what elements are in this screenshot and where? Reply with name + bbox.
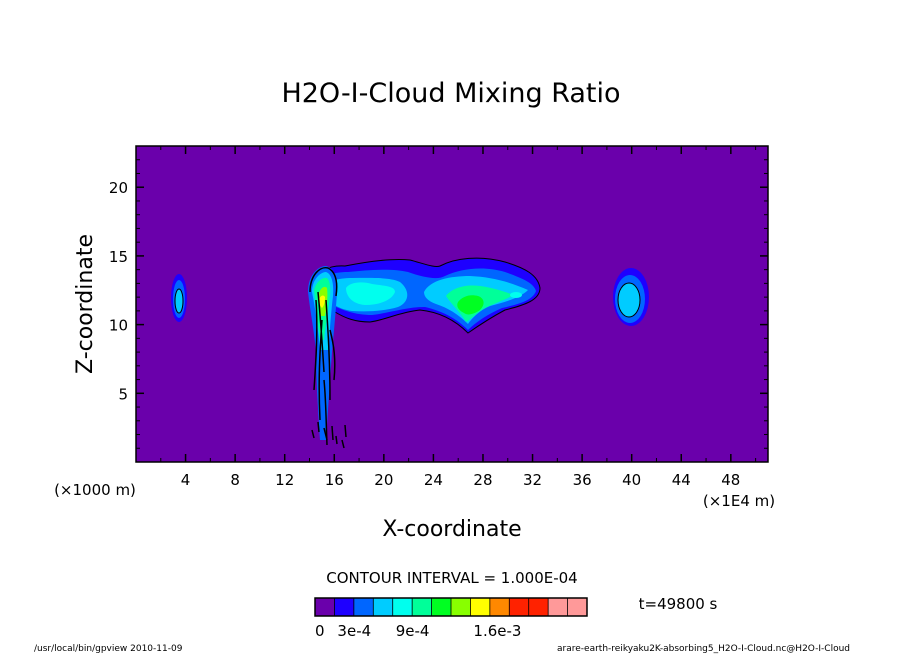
x-tick-label: 16 [325, 471, 344, 489]
y-tick-label: 10 [109, 317, 128, 335]
footer-left: /usr/local/bin/gpview 2010-11-09 [34, 644, 183, 654]
colorbar-swatch [315, 598, 335, 616]
x-tick-label: 8 [230, 471, 240, 489]
chart-title: H2O-I-Cloud Mixing Ratio [281, 78, 620, 109]
colorbar-swatch [353, 598, 374, 616]
x-tick-label: 32 [523, 471, 542, 489]
x-tick-label: 12 [275, 471, 294, 489]
colorbar-swatch [489, 598, 510, 616]
x-tick-label: 44 [672, 471, 691, 489]
colorbar-label: 0 [315, 622, 325, 640]
x-tick-label: 24 [424, 471, 443, 489]
colorbar-swatch [567, 598, 588, 616]
colorbar-label: 3e-4 [337, 622, 371, 640]
convective-column [308, 266, 347, 449]
colorbar-swatch [451, 598, 471, 616]
x-tick-label: 28 [473, 471, 492, 489]
colorbar-swatch [334, 598, 355, 616]
plot-frame [135, 145, 769, 463]
colorbar-swatch [528, 598, 549, 616]
x-unit-left: (×1000 m) [54, 481, 136, 499]
x-tick-label: 4 [181, 471, 191, 489]
y-tick-label: 20 [109, 179, 128, 197]
x-tick-label: 48 [721, 471, 740, 489]
y-axis: 5 10 15 20 [109, 159, 768, 449]
colorbar-swatch [431, 598, 452, 616]
x-unit-right: (×1E4 m) [703, 492, 775, 510]
contour-interval-label: CONTOUR INTERVAL = 1.000E-04 [326, 569, 577, 587]
colorbar-swatch [392, 598, 413, 616]
time-label: t=49800 s [639, 595, 718, 613]
y-tick-label: 5 [118, 385, 128, 403]
y-axis-label: Z-coordinate [73, 234, 98, 374]
colorbar [314, 597, 588, 617]
colorbar-label: 1.6e-3 [473, 622, 521, 640]
colorbar-swatch [548, 598, 569, 616]
y-tick-label: 15 [109, 248, 128, 266]
colorbar-labels: 0 3e-4 9e-4 1.6e-3 [315, 622, 521, 640]
colorbar-swatch [412, 598, 433, 616]
x-tick-label: 36 [573, 471, 592, 489]
footer-right: arare-earth-reikyaku2K-absorbing5_H2O-I-… [557, 644, 850, 654]
x-axis: 4 8 12 16 20 24 28 32 36 40 44 48 [160, 146, 757, 489]
colorbar-label: 9e-4 [396, 622, 430, 640]
cloud-right [613, 268, 649, 326]
x-axis-label: X-coordinate [382, 517, 521, 542]
x-tick-label: 20 [374, 471, 393, 489]
colorbar-swatch [470, 598, 491, 616]
cloud-left [171, 274, 187, 322]
x-tick-label: 40 [622, 471, 641, 489]
colorbar-swatch [509, 598, 530, 616]
cloud-main [311, 257, 541, 334]
colorbar-swatch [373, 598, 394, 616]
contour-fields [171, 257, 649, 449]
